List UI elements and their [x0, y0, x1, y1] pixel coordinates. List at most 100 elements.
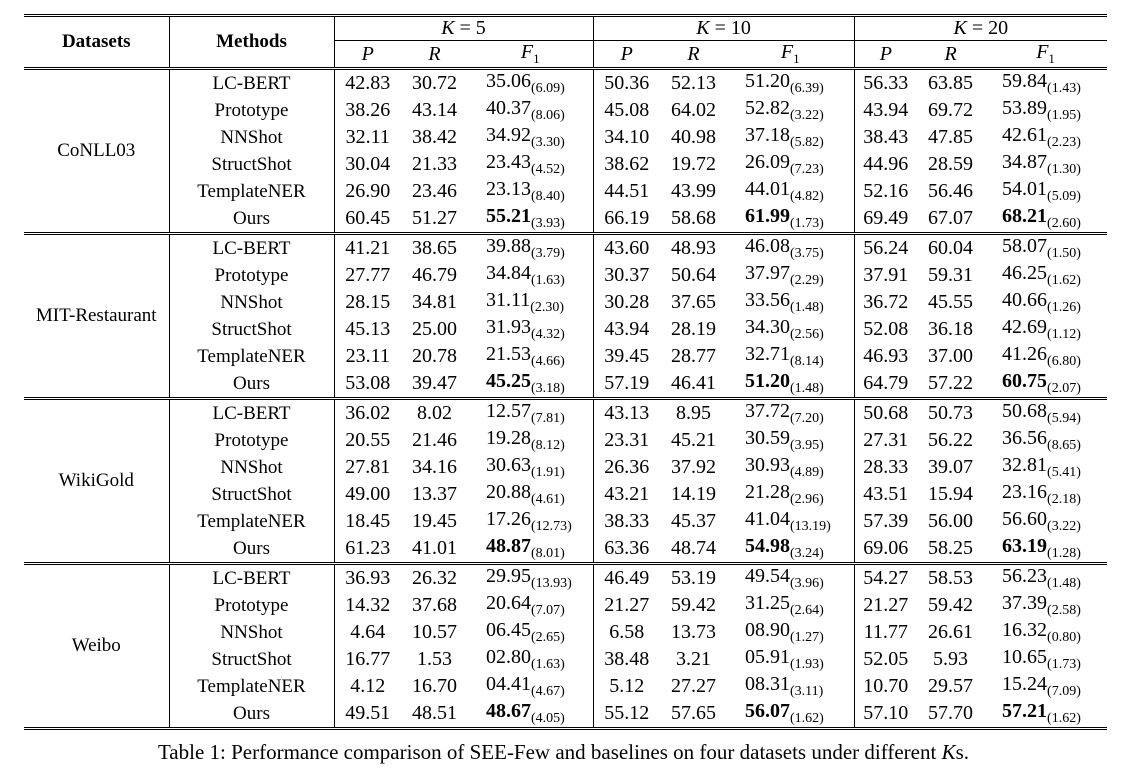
f1-cell: 56.23(1.48) — [984, 562, 1108, 592]
precision-cell: 6.58 — [592, 619, 661, 646]
recall-cell: 67.07 — [928, 207, 974, 229]
f1-cell: 16.32(0.80) — [984, 619, 1107, 646]
method-name: Prototype — [214, 594, 289, 616]
f1-cell: 45.25(3.18) — [468, 370, 593, 399]
f1-value: 36.56 — [1002, 427, 1048, 449]
f1-value: 08.90 — [745, 619, 791, 641]
f1-cell: 23.43(4.52) — [468, 151, 593, 178]
f1-std: (4.52) — [531, 162, 565, 177]
recall-cell: 19.45 — [412, 510, 457, 532]
table-row: NNShot 28.15 34.81 31.11(2.30) 30.28 37.65 33.… — [24, 289, 1107, 316]
f1-cell: 02.80(1.63) — [468, 646, 593, 673]
recall-cell: 53.19 — [660, 562, 728, 592]
recall-cell: 29.57 — [928, 675, 974, 697]
recall-cell: 30.72 — [401, 67, 468, 97]
dataset-name: WikiGold — [24, 397, 170, 564]
recall-cell: 63.85 — [917, 67, 985, 97]
f1-std: (5.41) — [1047, 465, 1081, 480]
recall-cell: 8.02 — [401, 397, 468, 427]
f1-cell: 35.06(6.09) — [468, 67, 594, 97]
table-row: Weibo LC-BERT 36.93 26.32 29.95(13.93) 46.49 5… — [24, 562, 1108, 729]
recall-cell: 43.14 — [412, 99, 457, 121]
recall-cell: 26.32 — [401, 562, 468, 592]
precision-cell: 46.49 — [592, 562, 661, 592]
f1-cell: 23.13(8.40) — [468, 178, 593, 205]
f1-std: (8.14) — [790, 354, 824, 369]
f1-cell: 29.95(13.93) — [468, 562, 594, 592]
precision-cell: 44.51 — [592, 178, 661, 205]
f1-std: (5.94) — [1047, 411, 1081, 426]
table-row: Prototype 20.55 21.46 19.28(8.12) 23.31 45.21… — [24, 427, 1107, 454]
recall-cell: 28.19 — [671, 318, 717, 340]
recall-cell: 37.92 — [671, 456, 717, 478]
table-row: WikiGold LC-BERT 36.02 8.02 12.57(7.81) 43.13… — [24, 397, 1108, 564]
f1-cell: 52.82(3.22) — [727, 97, 854, 124]
f1-std: (1.43) — [1047, 81, 1081, 96]
f1-std: (4.89) — [790, 465, 824, 480]
f1-cell: 10.65(1.73) — [984, 646, 1107, 673]
method-name: StructShot — [211, 153, 292, 175]
f1-std: (1.93) — [790, 657, 824, 672]
precision-cell: 36.72 — [853, 289, 918, 316]
f1-value: 30.59 — [745, 427, 791, 449]
metric-header-r: R — [428, 42, 441, 65]
f1-value: 51.20 — [745, 370, 791, 392]
f1-value: 51.20 — [745, 70, 791, 92]
k5-header: K = 5 — [333, 15, 594, 41]
f1-std: (3.24) — [790, 546, 824, 561]
f1-std: (4.66) — [531, 354, 565, 369]
f1-value: 61.99 — [745, 205, 791, 227]
f1-std: (4.61) — [531, 492, 565, 507]
f1-std: (3.30) — [531, 135, 565, 150]
f1-cell: 37.18(5.82) — [727, 124, 854, 151]
precision-cell: 21.27 — [853, 592, 918, 619]
recall-cell: 56.00 — [928, 510, 974, 532]
f1-value: 10.65 — [1002, 646, 1048, 668]
recall-cell: 37.00 — [928, 345, 974, 367]
table-row: NNShot 32.11 38.42 34.92(3.30) 34.10 40.98 37.… — [24, 124, 1107, 151]
f1-std: (8.06) — [531, 108, 565, 123]
table-row: CoNLL03 LC-BERT 42.83 30.72 35.06(6.09) 50.36… — [24, 67, 1108, 234]
precision-cell: 20.55 — [333, 427, 401, 454]
f1-cell: 20.64(7.07) — [468, 592, 593, 619]
precision-cell: 43.21 — [592, 481, 661, 508]
recall-cell: 20.78 — [412, 345, 457, 367]
f1-cell: 49.54(3.96) — [727, 562, 855, 592]
f1-value: 56.60 — [1002, 508, 1048, 530]
f1-value: 41.26 — [1002, 343, 1048, 365]
f1-std: (2.07) — [1047, 381, 1081, 396]
recall-cell: 21.33 — [412, 153, 457, 175]
f1-cell: 46.25(1.62) — [984, 262, 1107, 289]
precision-cell: 61.23 — [333, 535, 401, 564]
f1-std: (8.12) — [531, 438, 565, 453]
f1-std: (1.73) — [1047, 657, 1081, 672]
f1-value: 57.21 — [1002, 700, 1048, 722]
table-row: Ours 61.23 41.01 48.87(8.01) 63.36 48.74 54.98… — [24, 535, 1107, 564]
recall-cell: 37.65 — [671, 291, 717, 313]
f1-cell: 34.92(3.30) — [468, 124, 593, 151]
recall-cell: 45.21 — [671, 429, 717, 451]
f1-cell: 46.08(3.75) — [727, 232, 855, 262]
f1-value: 16.32 — [1002, 619, 1048, 641]
recall-cell: 59.42 — [671, 594, 717, 616]
f1-std: (8.40) — [531, 189, 565, 204]
f1-cell: 36.56(8.65) — [984, 427, 1107, 454]
f1-cell: 04.41(4.67) — [468, 673, 593, 700]
recall-cell: 56.46 — [928, 180, 974, 202]
f1-value: 54.98 — [745, 535, 791, 557]
f1-cell: 51.20(6.39) — [727, 67, 855, 97]
f1-value: 37.39 — [1002, 592, 1048, 614]
precision-cell: 38.62 — [592, 151, 661, 178]
f1-cell: 50.68(5.94) — [984, 397, 1108, 427]
method-name: TemplateNER — [197, 345, 306, 367]
f1-std: (1.63) — [531, 657, 565, 672]
f1-value: 06.45 — [486, 619, 531, 641]
f1-value: 40.37 — [486, 97, 531, 119]
f1-cell: 37.39(2.58) — [984, 592, 1107, 619]
method-name: StructShot — [211, 648, 292, 670]
f1-cell: 40.37(8.06) — [468, 97, 593, 124]
table-row: TemplateNER 26.90 23.46 23.13(8.40) 44.51 43.… — [24, 178, 1107, 205]
f1-std: (4.05) — [531, 711, 565, 726]
f1-std: (3.79) — [531, 246, 565, 261]
f1-std: (3.75) — [790, 246, 824, 261]
